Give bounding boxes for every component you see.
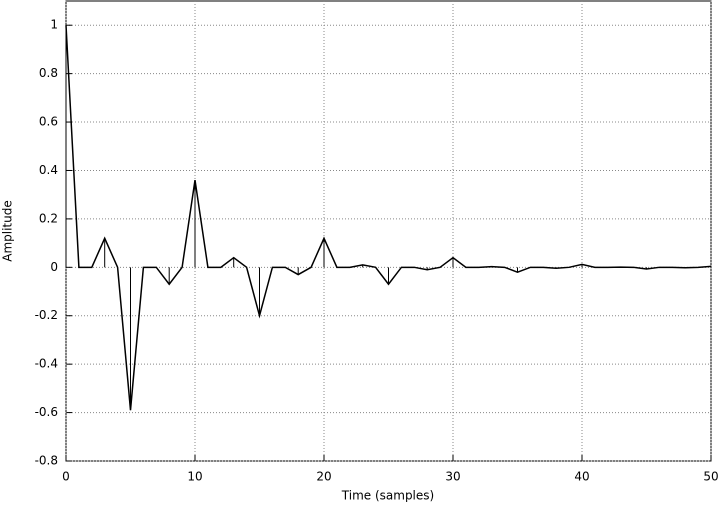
x-tick-label: 30 — [445, 470, 460, 484]
y-axis-label: Amplitude — [1, 200, 15, 262]
x-tick-label: 40 — [574, 470, 589, 484]
x-tick-label: 50 — [703, 470, 718, 484]
y-tick-label: -0.2 — [35, 308, 58, 322]
y-tick-label: 0.4 — [39, 163, 58, 177]
y-tick-label: 0.6 — [39, 115, 58, 129]
plot-frame — [65, 0, 712, 462]
y-tick-label: 0.2 — [39, 211, 58, 225]
y-tick-label: -0.4 — [35, 357, 58, 371]
x-tick-label: 0 — [62, 470, 70, 484]
y-tick-label: 0.8 — [39, 66, 58, 80]
line — [65, 25, 712, 411]
x-tick-label: 20 — [316, 470, 331, 484]
y-tick-label: -0.8 — [35, 454, 58, 468]
x-axis-label: Time (samples) — [341, 489, 434, 503]
y-tick-label: 1 — [50, 18, 58, 32]
y-tick-label: 0 — [50, 260, 58, 274]
y-tick-label: -0.6 — [35, 405, 58, 419]
x-tick-label: 10 — [187, 470, 202, 484]
